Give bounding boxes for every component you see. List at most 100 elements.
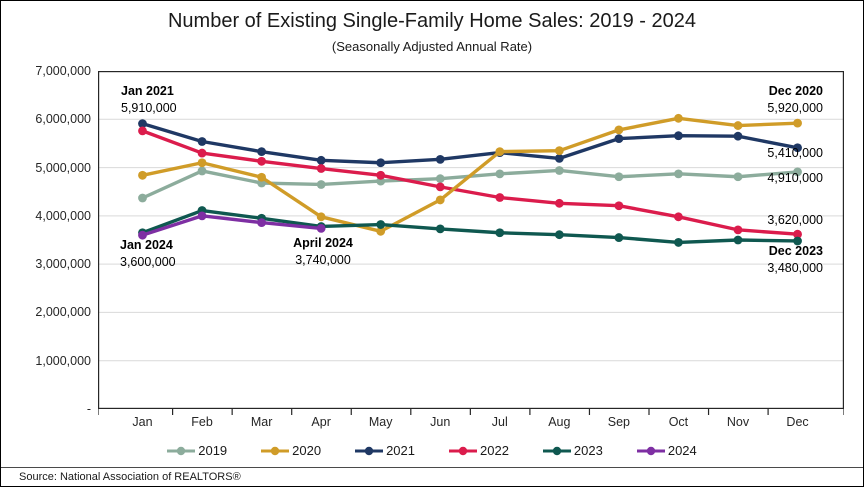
chart-subtitle: (Seasonally Adjusted Annual Rate) — [331, 39, 533, 54]
series-line-2023 — [141, 208, 798, 245]
data-point-2020 — [495, 147, 505, 157]
legend-marker-icon — [449, 446, 477, 455]
series-line-2024 — [141, 214, 322, 237]
data-point-2019 — [435, 174, 445, 184]
data-point-2023 — [674, 238, 683, 247]
annotation-value: 4,910,000 — [767, 171, 823, 185]
legend-marker-icon — [542, 446, 571, 455]
x-axis-label-feb: Feb — [191, 415, 213, 429]
x-axis-label-may: May — [368, 415, 393, 429]
data-point-2019 — [674, 169, 683, 179]
source-divider — [1, 467, 863, 468]
plot-area — [97, 71, 845, 417]
x-axis-label-oct: Oct — [668, 415, 689, 429]
y-axis-label: 6,000,000 — [35, 112, 91, 127]
data-point-2020 — [197, 158, 207, 168]
annotation-value: 3,600,000 — [120, 255, 176, 269]
data-point-2023 — [793, 236, 802, 246]
annotation-date: April 2024 — [293, 236, 353, 250]
data-point-2020 — [435, 195, 445, 205]
legend-marker-icon — [261, 446, 290, 455]
y-axis-label: 1,000,000 — [35, 353, 91, 368]
data-point-2021 — [376, 158, 386, 168]
data-point-2022 — [138, 126, 147, 136]
annotation-value: 5,920,000 — [767, 101, 823, 115]
data-point-2022 — [793, 229, 802, 239]
legend-item-2021: 2021 — [355, 443, 415, 458]
data-point-2021 — [138, 119, 147, 129]
x-axis-label-apr: Apr — [311, 415, 331, 429]
data-point-2021 — [793, 143, 802, 153]
x-axis-label-aug: Aug — [548, 415, 571, 429]
data-point-2021 — [316, 155, 326, 165]
annotation-value: 5,410,000 — [767, 146, 823, 160]
x-axis-label-nov: Nov — [726, 415, 750, 429]
data-point-2021 — [257, 147, 266, 157]
x-axis-label-jul: Jul — [491, 415, 508, 429]
data-point-2022 — [733, 225, 743, 235]
data-point-2020 — [554, 146, 564, 156]
data-point-2019 — [793, 167, 802, 177]
legend: 2019 2020 2021 2022 2023 2024 — [1, 443, 863, 458]
annotation-date: Jan 2021 — [121, 84, 174, 98]
legend-label: 2023 — [573, 443, 603, 458]
annotation-value: 5,910,000 — [121, 101, 177, 115]
legend-item-2023: 2023 — [542, 443, 603, 458]
data-point-2024 — [257, 218, 266, 228]
plot-border — [98, 71, 844, 409]
y-axis-label: 5,000,000 — [35, 160, 91, 175]
data-point-2020 — [733, 121, 743, 130]
y-axis-label: 4,000,000 — [35, 208, 91, 223]
legend-marker-icon — [355, 446, 384, 455]
annotation-jan-2024: Jan 2024 3,600,000 — [120, 237, 176, 271]
series-line-2021 — [142, 122, 798, 165]
data-point-2021 — [554, 153, 564, 163]
data-point-2020 — [138, 170, 147, 180]
annotation-date: Dec 2023 — [768, 244, 823, 258]
data-point-2022 — [376, 170, 386, 180]
legend-item-2022: 2022 — [449, 443, 509, 458]
x-axis-label-jan: Jan — [132, 415, 153, 429]
source-note: Source: National Association of REALTORS… — [19, 471, 241, 483]
data-point-2020 — [674, 113, 683, 123]
legend-label: 2021 — [386, 443, 415, 458]
legend-item-2024: 2024 — [636, 443, 697, 458]
annotation-value: 3,620,000 — [767, 213, 823, 227]
x-axis-label-dec: Dec — [786, 415, 809, 429]
data-point-2020 — [793, 118, 802, 128]
y-axis-label: 3,000,000 — [35, 257, 91, 272]
data-point-2021 — [733, 131, 743, 141]
data-point-2019 — [733, 172, 743, 182]
data-point-2019 — [554, 166, 564, 175]
annotation-dec-2023: Dec 2023 3,480,000 — [767, 243, 823, 277]
data-point-2019 — [197, 166, 207, 176]
chart-title: Number of Existing Single-Family Home Sa… — [167, 10, 697, 32]
data-point-2023 — [495, 228, 505, 238]
data-point-2022 — [495, 193, 505, 202]
legend-item-2020: 2020 — [261, 443, 321, 458]
data-point-2021 — [435, 154, 445, 164]
annotation-dec-2021-value: 5,410,000 — [767, 145, 823, 162]
data-point-2022 — [197, 148, 207, 158]
data-point-2022 — [316, 164, 326, 173]
series-line-2020 — [142, 116, 798, 234]
data-point-2019 — [138, 193, 147, 203]
legend-item-2019: 2019 — [167, 443, 227, 458]
x-axis-label-mar: Mar — [250, 415, 273, 429]
legend-label: 2024 — [667, 443, 697, 458]
annotation-dec-2020: Dec 2020 5,920,000 — [767, 83, 823, 117]
annotation-date: Jan 2024 — [120, 238, 173, 252]
data-point-2020 — [614, 125, 624, 135]
data-point-2023 — [376, 220, 386, 229]
data-point-2020 — [376, 226, 386, 236]
data-point-2023 — [614, 233, 624, 242]
data-point-2022 — [257, 156, 266, 166]
data-point-2019 — [614, 172, 624, 182]
annotation-apr-2024: April 2024 3,740,000 — [293, 235, 353, 269]
data-point-2019 — [495, 169, 505, 179]
data-point-2021 — [197, 137, 207, 146]
data-point-2019 — [316, 180, 326, 189]
x-axis-label-jun: Jun — [430, 415, 451, 429]
series-line-2022 — [141, 129, 798, 236]
data-point-2022 — [614, 201, 624, 211]
